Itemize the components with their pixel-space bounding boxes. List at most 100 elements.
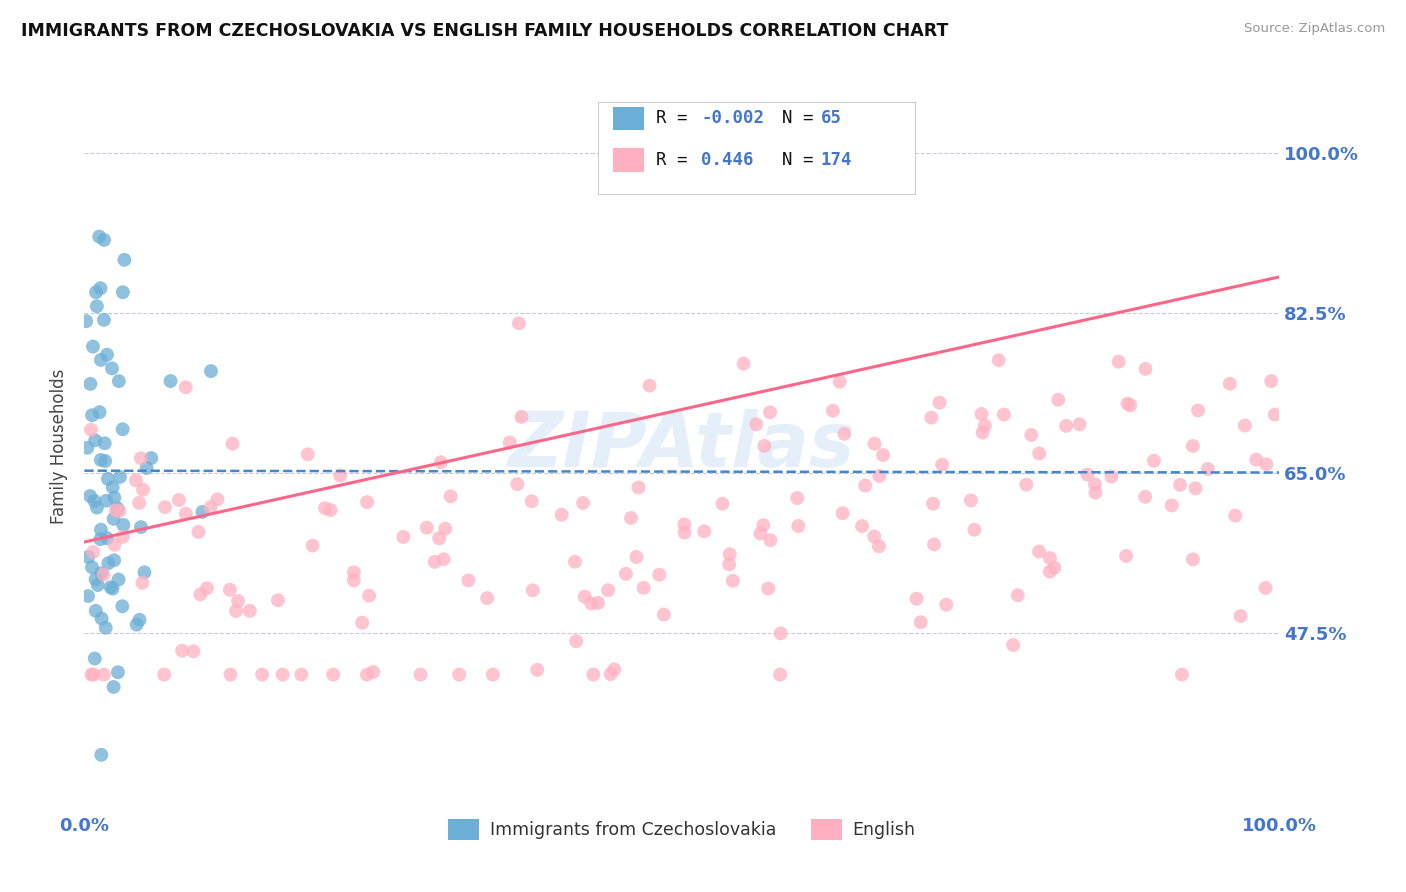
Point [834,426,856,441]
Point [752,518,775,533]
Point [356,667,378,681]
Text: Source: ZipAtlas.com: Source: ZipAtlas.com [1244,22,1385,36]
Point [582,667,605,681]
Point [572,496,595,510]
Point [153,500,176,515]
Point [673,525,696,540]
Point [718,558,741,572]
Point [1084,477,1107,491]
Point [226,594,249,608]
Point [1264,408,1286,422]
Point [863,436,886,450]
Point [103,491,125,505]
Point [868,539,890,553]
Point [131,575,153,590]
Point [90,747,112,762]
Point [973,418,995,433]
Point [183,644,205,658]
Point [614,566,637,581]
Point [1028,544,1050,558]
FancyBboxPatch shape [613,148,644,171]
Point [1160,499,1182,513]
Point [1108,354,1130,368]
Point [93,667,115,681]
Point [1181,439,1204,453]
Point [111,599,134,614]
Y-axis label: Family Households: Family Households [51,368,69,524]
Point [1015,477,1038,491]
Point [167,492,190,507]
Point [851,519,873,533]
Point [1043,560,1066,574]
Point [82,545,104,559]
Point [1184,481,1206,495]
Point [93,313,115,327]
Point [86,299,108,313]
Point [1254,581,1277,595]
Point [84,604,107,618]
Point [90,523,112,537]
Point [191,505,214,519]
Point [94,621,117,635]
Point [1135,361,1157,376]
Point [77,549,100,564]
Point [83,651,105,665]
Point [1133,490,1156,504]
Point [103,538,125,552]
Point [90,453,112,467]
Point [520,494,543,508]
Point [1119,398,1142,412]
Point [159,374,181,388]
Point [101,361,124,376]
Point [759,533,782,548]
Point [322,667,344,681]
Point [581,597,603,611]
Point [93,567,115,582]
Point [82,340,104,354]
Point [987,353,1010,368]
Point [620,511,643,525]
Point [89,229,111,244]
Point [935,598,957,612]
Point [1197,462,1219,476]
Point [522,583,544,598]
Point [1076,467,1098,482]
Point [457,574,479,588]
Point [111,285,134,300]
Point [108,470,131,484]
Point [343,574,366,588]
Point [343,566,366,580]
Point [89,281,111,295]
Point [769,626,792,640]
Point [134,566,156,580]
Point [627,480,650,494]
Point [599,667,621,681]
Point [1229,609,1251,624]
Point [125,474,148,488]
Point [239,604,262,618]
Point [1047,392,1070,407]
Point [129,520,152,534]
Point [1171,667,1194,681]
Point [111,530,134,544]
Point [449,667,471,681]
Point [596,583,619,598]
Point [733,357,755,371]
Point [786,491,808,505]
Point [135,461,157,475]
Point [97,472,120,486]
Point [993,408,1015,422]
Point [574,590,596,604]
Point [482,667,505,681]
FancyBboxPatch shape [599,103,915,194]
Point [821,403,844,417]
Point [96,493,118,508]
Point [112,517,135,532]
Point [499,435,522,450]
Point [79,376,101,391]
Point [356,495,378,509]
Point [1260,374,1282,388]
Text: ZIPAtlas: ZIPAtlas [508,409,856,483]
Point [84,434,107,448]
Point [756,582,779,596]
